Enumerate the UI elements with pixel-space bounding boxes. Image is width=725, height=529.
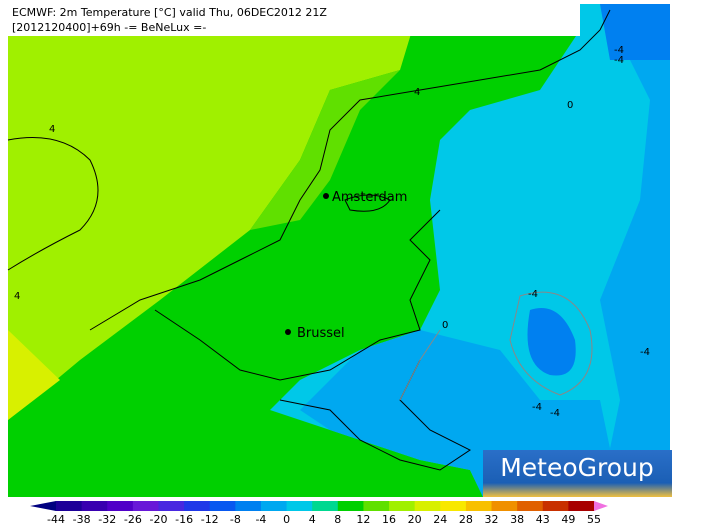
colorbar-swatch [542,501,569,511]
coastlines [7,9,611,471]
colorbar-swatch [132,501,159,511]
colorbar-label: -4 [255,513,266,525]
colorbar-label: -16 [175,513,193,525]
colorbar-label: 12 [356,513,370,525]
colorbar-swatch [107,501,134,511]
colorbar-swatch [81,501,108,511]
colorbar-swatch [389,501,416,511]
contour-label: 4 [14,291,20,302]
contour-label: -4 [614,55,624,66]
contour-label: -4 [640,347,650,358]
logo-box [483,450,672,497]
colorbar-swatch [363,501,390,511]
colorbar-label: -20 [149,513,167,525]
colorbar-swatch [414,501,441,511]
colorbar-swatch [517,501,544,511]
colorbar-label: 24 [433,513,447,525]
colorbar-swatch [568,501,595,511]
colorbar-swatch [465,501,493,511]
city-label: Amsterdam [332,190,407,205]
header-title: ECMWF: 2m Temperature [°C] valid Thu, 06… [12,6,327,19]
city-marker [323,193,329,199]
colorbar-swatch [209,501,236,511]
logo: MeteoGroup [500,453,654,482]
contour-label: -4 [532,402,542,413]
contour-label: 4 [414,87,420,98]
colorbar-label: 49 [561,513,575,525]
header-box [8,4,580,36]
colorbar-swatch [235,501,262,511]
colorbar: -44 -38 -32 -26 -20 -16 -12 -8 -4 0 4 8 12 16 20 24 28 32… [30,501,608,526]
colorbar-label: -44 [47,513,65,525]
colorbar-swatch [337,501,364,511]
colorbar-label: 43 [536,513,550,525]
colorbar-label: 20 [408,513,422,525]
colorbar-label: -32 [98,513,116,525]
colorbar-label: 55 [587,513,601,525]
colorbar-swatch [56,501,83,511]
colorbar-swatch [312,501,339,511]
colorbar-label: -38 [73,513,91,525]
temperature-field [8,4,670,497]
colorbar-swatch [184,501,211,511]
colorbar-end [30,501,56,511]
colorbar-end [594,501,608,511]
colorbar-label: 8 [334,513,341,525]
contours [399,291,593,401]
colorbar-label: 28 [459,513,473,525]
contour-label: 0 [442,320,448,331]
city-marker [285,329,291,335]
header-subtitle: [2012120400]+69h -= BeNeLux =- [12,21,206,34]
colorbar-label: 0 [283,513,290,525]
colorbar-label: -26 [124,513,142,525]
colorbar-swatch [491,501,518,511]
contour-label: 4 [49,124,55,135]
colorbar-label: 4 [309,513,316,525]
contour-labels: 4 4 4 -4 -4 0 0 -4 -4 -4 -4 [14,45,650,419]
colorbar-swatch [286,501,313,511]
colorbar-label: 38 [510,513,524,525]
colorbar-label: -12 [201,513,219,525]
colorbar-swatch [158,501,185,511]
contour-label: -4 [528,289,538,300]
colorbar-label: 32 [485,513,499,525]
colorbar-label: -8 [230,513,241,525]
city-label: Brussel [297,326,345,341]
colorbar-label: 16 [382,513,396,525]
contour-label: -4 [550,408,560,419]
colorbar-swatch [260,501,288,511]
contour-label: -4 [614,45,624,56]
colorbar-swatch [440,501,467,511]
contour-label: 0 [567,100,573,111]
